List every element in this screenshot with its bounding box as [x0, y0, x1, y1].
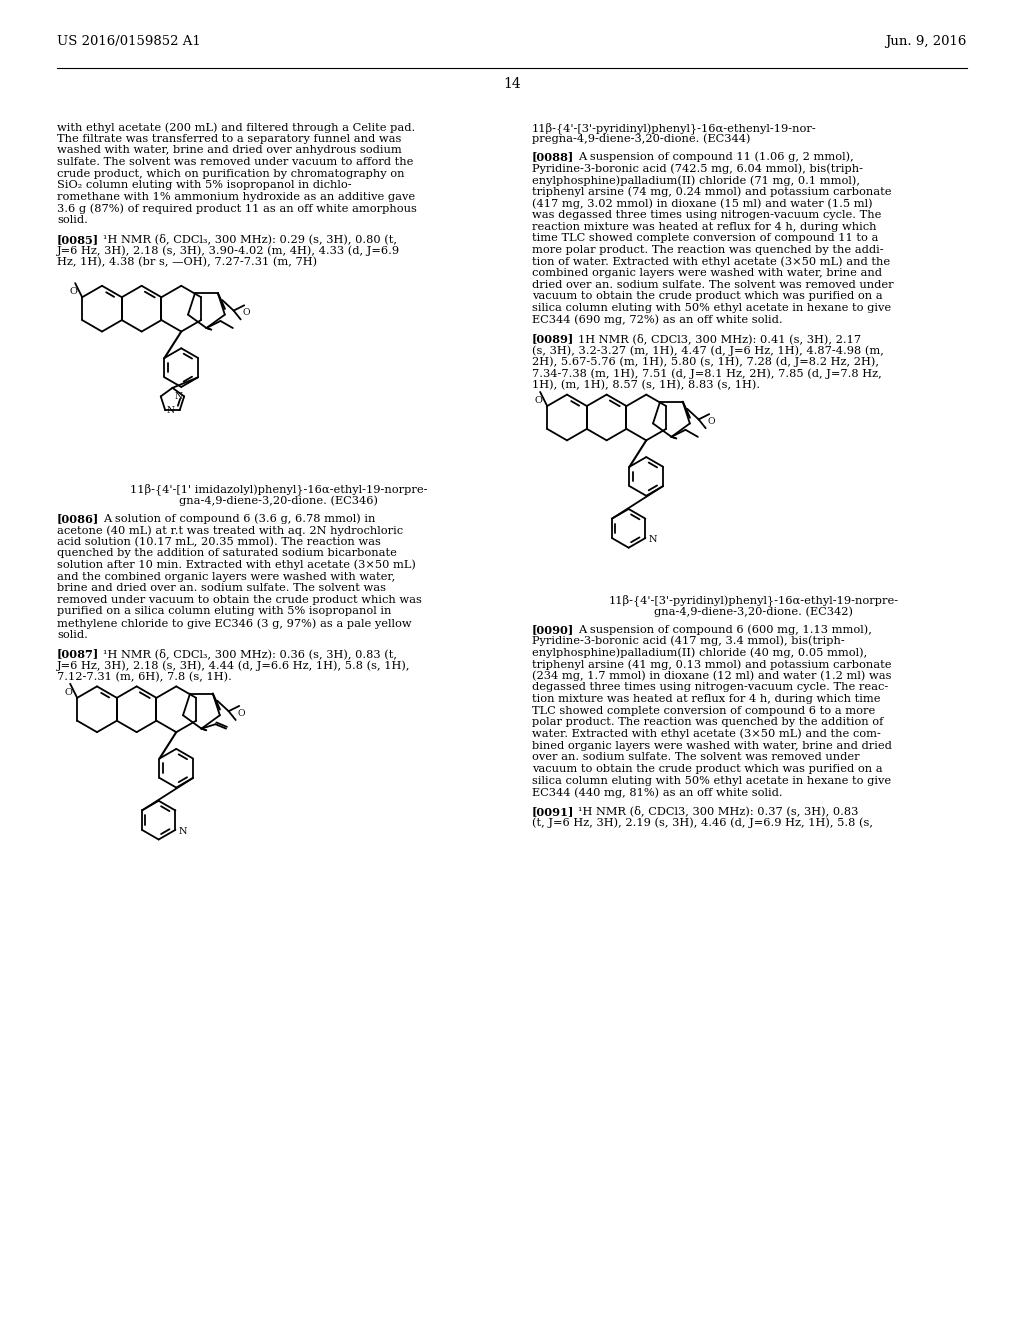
Text: purified on a silica column eluting with 5% isopropanol in: purified on a silica column eluting with… — [57, 606, 391, 616]
Text: 11β-{4'-[1' imidazolyl)phenyl}-16α-ethyl-19-norpre-: 11β-{4'-[1' imidazolyl)phenyl}-16α-ethyl… — [130, 483, 427, 495]
Text: water. Extracted with ethyl acetate (3×50 mL) and the com-: water. Extracted with ethyl acetate (3×5… — [532, 729, 881, 739]
Text: over an. sodium sulfate. The solvent was removed under: over an. sodium sulfate. The solvent was… — [532, 752, 859, 762]
Text: [0088]: [0088] — [532, 152, 574, 162]
Text: dried over an. sodium sulfate. The solvent was removed under: dried over an. sodium sulfate. The solve… — [532, 280, 894, 290]
Text: gna-4,9-diene-3,20-dione. (EC342): gna-4,9-diene-3,20-dione. (EC342) — [654, 606, 853, 616]
Text: N: N — [174, 392, 182, 401]
Text: [0091]: [0091] — [532, 807, 574, 817]
Text: vacuum to obtain the crude product which was purified on a: vacuum to obtain the crude product which… — [532, 764, 883, 774]
Text: N: N — [179, 828, 187, 836]
Text: time TLC showed complete conversion of compound 11 to a: time TLC showed complete conversion of c… — [532, 234, 879, 243]
Text: 1H NMR (δ, CDCl3, 300 MHz): 0.41 (s, 3H), 2.17: 1H NMR (δ, CDCl3, 300 MHz): 0.41 (s, 3H)… — [578, 334, 861, 345]
Text: polar product. The reaction was quenched by the addition of: polar product. The reaction was quenched… — [532, 717, 884, 727]
Text: [0086]: [0086] — [57, 513, 99, 524]
Text: O: O — [535, 396, 542, 405]
Text: methylene chloride to give EC346 (3 g, 97%) as a pale yellow: methylene chloride to give EC346 (3 g, 9… — [57, 618, 412, 628]
Text: tion of water. Extracted with ethyl acetate (3×50 mL) and the: tion of water. Extracted with ethyl acet… — [532, 256, 890, 267]
Text: triphenyl arsine (41 mg, 0.13 mmol) and potassium carbonate: triphenyl arsine (41 mg, 0.13 mmol) and … — [532, 659, 892, 669]
Text: [0087]: [0087] — [57, 648, 99, 660]
Text: O: O — [238, 709, 245, 718]
Text: ¹H NMR (δ, CDCl3, 300 MHz): 0.37 (s, 3H), 0.83: ¹H NMR (δ, CDCl3, 300 MHz): 0.37 (s, 3H)… — [578, 807, 858, 817]
Text: tion mixture was heated at reflux for 4 h, during which time: tion mixture was heated at reflux for 4 … — [532, 694, 881, 704]
Text: silica column eluting with 50% ethyl acetate in hexane to give: silica column eluting with 50% ethyl ace… — [532, 776, 891, 785]
Text: N: N — [649, 536, 657, 544]
Text: EC344 (690 mg, 72%) as an off white solid.: EC344 (690 mg, 72%) as an off white soli… — [532, 314, 782, 325]
Text: Pyridine-3-boronic acid (417 mg, 3.4 mmol), bis(triph-: Pyridine-3-boronic acid (417 mg, 3.4 mmo… — [532, 636, 845, 647]
Text: 3.6 g (87%) of required product 11 as an off white amorphous: 3.6 g (87%) of required product 11 as an… — [57, 203, 417, 214]
Text: (t, J=6 Hz, 3H), 2.19 (s, 3H), 4.46 (d, J=6.9 Hz, 1H), 5.8 (s,: (t, J=6 Hz, 3H), 2.19 (s, 3H), 4.46 (d, … — [532, 817, 873, 828]
Text: O: O — [243, 309, 250, 317]
Text: gna-4,9-diene-3,20-dione. (EC346): gna-4,9-diene-3,20-dione. (EC346) — [179, 495, 378, 506]
Text: solution after 10 min. Extracted with ethyl acetate (3×50 mL): solution after 10 min. Extracted with et… — [57, 560, 416, 570]
Text: 2H), 5.67-5.76 (m, 1H), 5.80 (s, 1H), 7.28 (d, J=8.2 Hz, 2H),: 2H), 5.67-5.76 (m, 1H), 5.80 (s, 1H), 7.… — [532, 356, 879, 367]
Text: J=6 Hz, 3H), 2.18 (s, 3H), 4.44 (d, J=6.6 Hz, 1H), 5.8 (s, 1H),: J=6 Hz, 3H), 2.18 (s, 3H), 4.44 (d, J=6.… — [57, 660, 411, 671]
Text: O: O — [65, 688, 72, 697]
Text: 1H), (m, 1H), 8.57 (s, 1H), 8.83 (s, 1H).: 1H), (m, 1H), 8.57 (s, 1H), 8.83 (s, 1H)… — [532, 380, 760, 391]
Text: [0085]: [0085] — [57, 234, 99, 246]
Text: EC344 (440 mg, 81%) as an off white solid.: EC344 (440 mg, 81%) as an off white soli… — [532, 787, 782, 797]
Text: Jun. 9, 2016: Jun. 9, 2016 — [886, 36, 967, 48]
Text: The filtrate was transferred to a separatory funnel and was: The filtrate was transferred to a separa… — [57, 133, 401, 144]
Text: sulfate. The solvent was removed under vacuum to afford the: sulfate. The solvent was removed under v… — [57, 157, 414, 166]
Text: US 2016/0159852 A1: US 2016/0159852 A1 — [57, 36, 201, 48]
Text: A solution of compound 6 (3.6 g, 6.78 mmol) in: A solution of compound 6 (3.6 g, 6.78 mm… — [103, 513, 376, 524]
Text: crude product, which on purification by chromatography on: crude product, which on purification by … — [57, 169, 404, 178]
Text: A suspension of compound 6 (600 mg, 1.13 mmol),: A suspension of compound 6 (600 mg, 1.13… — [578, 624, 871, 635]
Text: acetone (40 mL) at r.t was treated with aq. 2N hydrochloric: acetone (40 mL) at r.t was treated with … — [57, 525, 403, 536]
Text: pregna-4,9-diene-3,20-dione. (EC344): pregna-4,9-diene-3,20-dione. (EC344) — [532, 133, 751, 144]
Text: Pyridine-3-boronic acid (742.5 mg, 6.04 mmol), bis(triph-: Pyridine-3-boronic acid (742.5 mg, 6.04 … — [532, 164, 863, 174]
Text: 7.12-7.31 (m, 6H), 7.8 (s, 1H).: 7.12-7.31 (m, 6H), 7.8 (s, 1H). — [57, 672, 231, 682]
Text: and the combined organic layers were washed with water,: and the combined organic layers were was… — [57, 572, 395, 582]
Text: 11β-{4'-[3'-pyridinyl)phenyl}-16α-ethenyl-19-nor-: 11β-{4'-[3'-pyridinyl)phenyl}-16α-etheny… — [532, 121, 817, 133]
Text: more polar product. The reaction was quenched by the addi-: more polar product. The reaction was que… — [532, 244, 884, 255]
Text: [0089]: [0089] — [532, 334, 574, 345]
Text: silica column eluting with 50% ethyl acetate in hexane to give: silica column eluting with 50% ethyl ace… — [532, 304, 891, 313]
Text: was degassed three times using nitrogen-vacuum cycle. The: was degassed three times using nitrogen-… — [532, 210, 882, 220]
Text: 7.34-7.38 (m, 1H), 7.51 (d, J=8.1 Hz, 2H), 7.85 (d, J=7.8 Hz,: 7.34-7.38 (m, 1H), 7.51 (d, J=8.1 Hz, 2H… — [532, 368, 882, 379]
Text: washed with water, brine and dried over anhydrous sodium: washed with water, brine and dried over … — [57, 145, 401, 156]
Text: enylphosphine)palladium(II) chloride (40 mg, 0.05 mmol),: enylphosphine)palladium(II) chloride (40… — [532, 647, 867, 657]
Text: 14: 14 — [503, 77, 521, 91]
Text: brine and dried over an. sodium sulfate. The solvent was: brine and dried over an. sodium sulfate.… — [57, 583, 386, 593]
Text: 11β-{4'-[3'-pyridinyl)phenyl}-16α-ethyl-19-norpre-: 11β-{4'-[3'-pyridinyl)phenyl}-16α-ethyl-… — [608, 594, 899, 606]
Text: [0090]: [0090] — [532, 624, 574, 635]
Text: with ethyl acetate (200 mL) and filtered through a Celite pad.: with ethyl acetate (200 mL) and filtered… — [57, 121, 416, 132]
Text: quenched by the addition of saturated sodium bicarbonate: quenched by the addition of saturated so… — [57, 548, 397, 558]
Text: romethane with 1% ammonium hydroxide as an additive gave: romethane with 1% ammonium hydroxide as … — [57, 191, 415, 202]
Text: enylphosphine)palladium(II) chloride (71 mg, 0.1 mmol),: enylphosphine)palladium(II) chloride (71… — [532, 176, 860, 186]
Text: vacuum to obtain the crude product which was purified on a: vacuum to obtain the crude product which… — [532, 292, 883, 301]
Text: (s, 3H), 3.2-3.27 (m, 1H), 4.47 (d, J=6 Hz, 1H), 4.87-4.98 (m,: (s, 3H), 3.2-3.27 (m, 1H), 4.47 (d, J=6 … — [532, 346, 884, 356]
Text: O: O — [708, 417, 715, 426]
Text: N: N — [167, 405, 175, 414]
Text: ¹H NMR (δ, CDCl₃, 300 MHz): 0.29 (s, 3H), 0.80 (t,: ¹H NMR (δ, CDCl₃, 300 MHz): 0.29 (s, 3H)… — [103, 234, 397, 244]
Text: bined organic layers were washed with water, brine and dried: bined organic layers were washed with wa… — [532, 741, 892, 751]
Text: A suspension of compound 11 (1.06 g, 2 mmol),: A suspension of compound 11 (1.06 g, 2 m… — [578, 152, 854, 162]
Text: (417 mg, 3.02 mmol) in dioxane (15 ml) and water (1.5 ml): (417 mg, 3.02 mmol) in dioxane (15 ml) a… — [532, 198, 872, 209]
Text: Hz, 1H), 4.38 (br s, —OH), 7.27-7.31 (m, 7H): Hz, 1H), 4.38 (br s, —OH), 7.27-7.31 (m,… — [57, 257, 317, 268]
Text: ¹H NMR (δ, CDCl₃, 300 MHz): 0.36 (s, 3H), 0.83 (t,: ¹H NMR (δ, CDCl₃, 300 MHz): 0.36 (s, 3H)… — [103, 648, 397, 659]
Text: reaction mixture was heated at reflux for 4 h, during which: reaction mixture was heated at reflux fo… — [532, 222, 877, 231]
Text: O: O — [70, 288, 77, 296]
Text: solid.: solid. — [57, 215, 88, 226]
Text: removed under vacuum to obtain the crude product which was: removed under vacuum to obtain the crude… — [57, 595, 422, 605]
Text: degassed three times using nitrogen-vacuum cycle. The reac-: degassed three times using nitrogen-vacu… — [532, 682, 888, 693]
Text: SiO₂ column eluting with 5% isopropanol in dichlo-: SiO₂ column eluting with 5% isopropanol … — [57, 181, 351, 190]
Text: TLC showed complete conversion of compound 6 to a more: TLC showed complete conversion of compou… — [532, 706, 876, 715]
Text: acid solution (10.17 mL, 20.35 mmol). The reaction was: acid solution (10.17 mL, 20.35 mmol). Th… — [57, 537, 381, 546]
Text: solid.: solid. — [57, 630, 88, 640]
Text: combined organic layers were washed with water, brine and: combined organic layers were washed with… — [532, 268, 882, 279]
Text: triphenyl arsine (74 mg, 0.24 mmol) and potassium carbonate: triphenyl arsine (74 mg, 0.24 mmol) and … — [532, 186, 892, 197]
Text: J=6 Hz, 3H), 2.18 (s, 3H), 3.90-4.02 (m, 4H), 4.33 (d, J=6.9: J=6 Hz, 3H), 2.18 (s, 3H), 3.90-4.02 (m,… — [57, 246, 400, 256]
Text: (234 mg, 1.7 mmol) in dioxane (12 ml) and water (1.2 ml) was: (234 mg, 1.7 mmol) in dioxane (12 ml) an… — [532, 671, 892, 681]
